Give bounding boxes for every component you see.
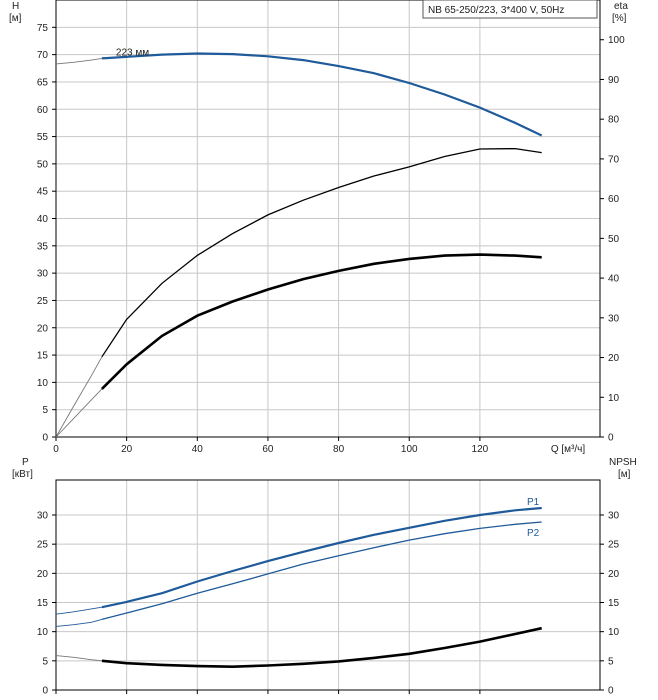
left-tick-label: 75 — [37, 23, 49, 34]
left-tick-label: 25 — [37, 540, 49, 551]
left-tick-label: 20 — [37, 569, 49, 580]
right-tick-label: 90 — [608, 75, 620, 86]
right-tick-label: 15 — [608, 598, 620, 609]
series-extension-1 — [55, 618, 103, 627]
series-label-p2: P2 — [527, 528, 540, 539]
x-tick-label: 100 — [401, 444, 418, 455]
left-tick-label: 15 — [37, 351, 49, 362]
chart-title: NB 65-250/223, 3*400 V, 50Hz — [428, 5, 564, 16]
left-tick-label: 5 — [42, 656, 48, 667]
left-tick-label: 65 — [37, 77, 49, 88]
left-tick-label: 10 — [37, 627, 49, 638]
left-tick-label: 40 — [37, 214, 49, 225]
left-tick-label: 20 — [37, 323, 49, 334]
series-line-0 — [101, 52, 543, 137]
right-tick-label: 100 — [608, 35, 625, 46]
left-tick-label: 50 — [37, 159, 49, 170]
left-axis-title: H — [12, 1, 19, 12]
x-tick-label: 20 — [121, 444, 133, 455]
x-tick-label: 80 — [333, 444, 345, 455]
series-line-1 — [101, 521, 542, 621]
series-extension-0 — [55, 57, 102, 65]
right-tick-label: 10 — [608, 393, 620, 404]
left-tick-label: 25 — [37, 296, 49, 307]
eta-line-0 — [101, 147, 542, 358]
x-axis-label: Q [м³/ч] — [551, 444, 586, 455]
series-line-2 — [101, 626, 542, 669]
x-tick-label: 60 — [262, 444, 274, 455]
right-axis-title: eta — [614, 1, 628, 12]
left-tick-label: 5 — [42, 405, 48, 416]
right-tick-label: 40 — [608, 274, 620, 285]
series-line-1 — [100, 253, 542, 390]
left-tick-label: 45 — [37, 187, 49, 198]
title-box — [422, 0, 598, 19]
right-tick-label: 0 — [608, 686, 614, 697]
left-axis-unit: [кВт] — [12, 469, 33, 480]
series-extension-2 — [55, 655, 102, 662]
right-tick-label: 25 — [608, 540, 620, 551]
left-tick-label: 0 — [42, 686, 48, 697]
right-axis-unit: [%] — [612, 13, 627, 24]
right-axis-unit: [м] — [618, 469, 631, 480]
right-tick-label: 60 — [608, 194, 620, 205]
left-axis-unit: [м] — [9, 13, 22, 24]
power-npsh-chart: 0 5 10 15 20 25 30 0 5 10 15 20 25 30 P[кВт] NPSH[м] P1 P… — [12, 457, 637, 697]
right-tick-label: 70 — [608, 154, 620, 165]
series-label-p1: P1 — [527, 497, 540, 508]
left-tick-label: 35 — [37, 241, 49, 252]
right-tick-label: 80 — [608, 115, 620, 126]
series-extension-1 — [55, 388, 103, 438]
left-tick-label: 30 — [37, 269, 49, 280]
x-tick-label: 0 — [53, 444, 59, 455]
plot-frame — [55, 479, 601, 691]
series-label: 223 мм — [116, 47, 149, 58]
left-axis-title: P — [22, 457, 29, 468]
series-line-0 — [101, 506, 542, 609]
left-tick-label: 70 — [37, 50, 49, 61]
right-tick-label: 5 — [608, 656, 614, 667]
right-axis-title: NPSH — [609, 457, 637, 468]
right-tick-label: 30 — [608, 511, 620, 522]
left-tick-label: 55 — [37, 132, 49, 143]
x-tick-label: 120 — [472, 444, 489, 455]
right-tick-label: 10 — [608, 627, 620, 638]
head-efficiency-chart: 0 5 10 15 20 25 30 35 40 45 50 55 60 65 70 75 0 10 20 30 40 5… — [9, 0, 628, 455]
left-tick-label: 15 — [37, 598, 49, 609]
series-extension-0 — [55, 606, 102, 615]
x-tick-label: 40 — [192, 444, 204, 455]
left-tick-label: 30 — [37, 511, 49, 522]
left-tick-label: 0 — [42, 433, 48, 444]
left-tick-label: 10 — [37, 378, 49, 389]
eta-extension-0 — [55, 356, 103, 438]
right-tick-label: 20 — [608, 353, 620, 364]
left-tick-label: 60 — [37, 105, 49, 116]
right-tick-label: 30 — [608, 313, 620, 324]
right-tick-label: 0 — [608, 433, 614, 444]
right-tick-label: 20 — [608, 569, 620, 580]
right-tick-label: 50 — [608, 234, 620, 245]
